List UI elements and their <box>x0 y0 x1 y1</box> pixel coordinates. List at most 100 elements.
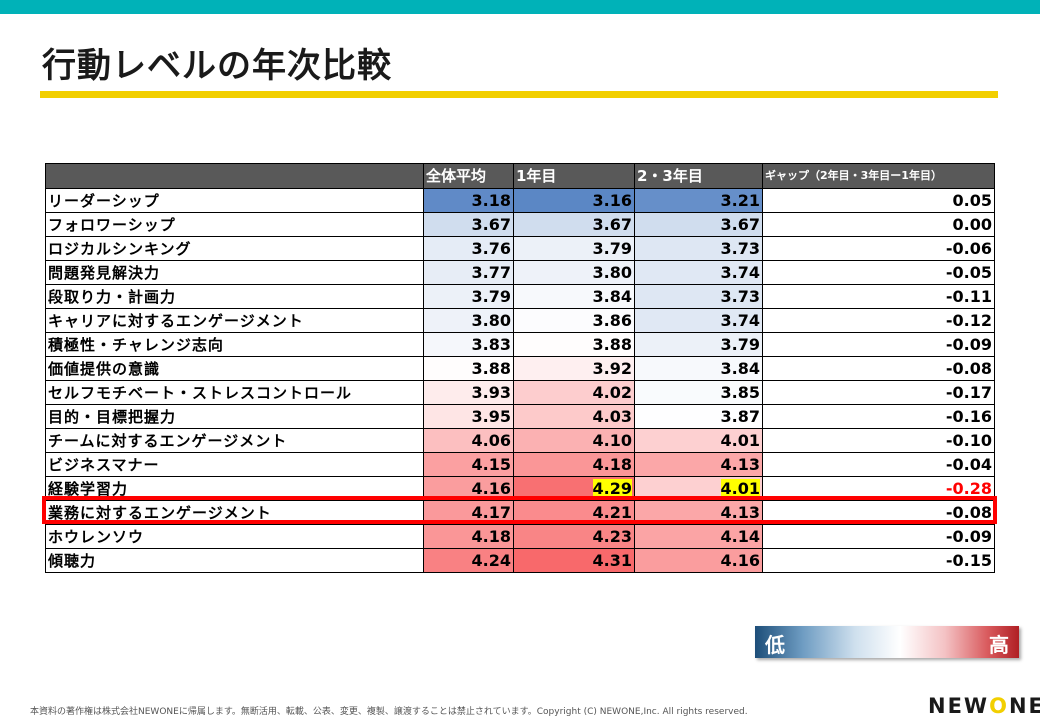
cell-overall: 4.24 <box>423 548 514 573</box>
legend-low-label: 低 <box>765 633 785 657</box>
row-label: ロジカルシンキング <box>45 236 424 261</box>
cell-gap: -0.08 <box>762 500 995 525</box>
row-label: ビジネスマナー <box>45 452 424 477</box>
cell-year23: 3.73 <box>634 284 763 309</box>
cell-overall: 3.67 <box>423 212 514 237</box>
row-label: フォロワーシップ <box>45 212 424 237</box>
row-label: 目的・目標把握力 <box>45 404 424 429</box>
cell-year1: 4.18 <box>513 452 635 477</box>
table-header-row: 全体平均 1年目 2・3年目 ギャップ（2年目・3年目ー1年目） <box>45 163 995 189</box>
legend-high-label: 高 <box>989 633 1009 657</box>
cell-gap: -0.06 <box>762 236 995 261</box>
cell-gap: -0.15 <box>762 548 995 573</box>
cell-year23: 3.73 <box>634 236 763 261</box>
table-row: セルフモチベート・ストレスコントロール 3.93 4.02 3.85 -0.17 <box>45 380 995 405</box>
cell-gap: 0.05 <box>762 188 995 213</box>
header-year1: 1年目 <box>513 163 635 189</box>
table-row: 傾聴力 4.24 4.31 4.16 -0.15 <box>45 548 995 573</box>
cell-overall: 3.93 <box>423 380 514 405</box>
cell-year23: 4.01 <box>634 476 763 501</box>
cell-year1: 4.10 <box>513 428 635 453</box>
cell-year23: 4.16 <box>634 548 763 573</box>
table-row: 業務に対するエンゲージメント 4.17 4.21 4.13 -0.08 <box>45 500 995 525</box>
cell-year1: 3.16 <box>513 188 635 213</box>
row-label: チームに対するエンゲージメント <box>45 428 424 453</box>
table-row: 目的・目標把握力 3.95 4.03 3.87 -0.16 <box>45 404 995 429</box>
table-row: ホウレンソウ 4.18 4.23 4.14 -0.09 <box>45 524 995 549</box>
highlighted-value: 4.29 <box>592 478 632 498</box>
table-row: フォロワーシップ 3.67 3.67 3.67 0.00 <box>45 212 995 237</box>
cell-overall: 4.15 <box>423 452 514 477</box>
cell-year1: 3.86 <box>513 308 635 333</box>
cell-gap: -0.09 <box>762 332 995 357</box>
row-label: 積極性・チャレンジ志向 <box>45 332 424 357</box>
highlighted-value: 4.01 <box>720 478 760 498</box>
top-accent-bar <box>0 0 1040 14</box>
table-row: 価値提供の意識 3.88 3.92 3.84 -0.08 <box>45 356 995 381</box>
copyright-footer: 本資料の著作権は株式会社NEWONEに帰属します。無断活用、転載、公表、変更、複… <box>30 707 748 717</box>
cell-overall: 3.83 <box>423 332 514 357</box>
table-row: ロジカルシンキング 3.76 3.79 3.73 -0.06 <box>45 236 995 261</box>
cell-year23: 4.01 <box>634 428 763 453</box>
cell-overall: 4.18 <box>423 524 514 549</box>
cell-overall: 3.18 <box>423 188 514 213</box>
cell-gap: -0.12 <box>762 308 995 333</box>
cell-year1: 4.21 <box>513 500 635 525</box>
cell-overall: 3.79 <box>423 284 514 309</box>
cell-year23: 3.74 <box>634 260 763 285</box>
cell-year23: 4.14 <box>634 524 763 549</box>
cell-overall: 3.77 <box>423 260 514 285</box>
cell-year23: 3.84 <box>634 356 763 381</box>
table-row: 問題発見解決力 3.77 3.80 3.74 -0.05 <box>45 260 995 285</box>
cell-year23: 4.13 <box>634 500 763 525</box>
header-gap: ギャップ（2年目・3年目ー1年目） <box>762 163 995 189</box>
cell-year1: 4.02 <box>513 380 635 405</box>
cell-overall: 4.16 <box>423 476 514 501</box>
cell-year1: 4.31 <box>513 548 635 573</box>
cell-year1: 3.92 <box>513 356 635 381</box>
row-label: 段取り力・計画力 <box>45 284 424 309</box>
newone-logo: NEWONE <box>928 694 1040 718</box>
table-row: ビジネスマナー 4.15 4.18 4.13 -0.04 <box>45 452 995 477</box>
header-overall: 全体平均 <box>423 163 514 189</box>
cell-overall: 4.17 <box>423 500 514 525</box>
cell-gap: -0.08 <box>762 356 995 381</box>
row-label: 経験学習力 <box>45 476 424 501</box>
table-row: キャリアに対するエンゲージメント 3.80 3.86 3.74 -0.12 <box>45 308 995 333</box>
cell-year23: 4.13 <box>634 452 763 477</box>
cell-gap: -0.05 <box>762 260 995 285</box>
color-scale-legend: 低 高 <box>755 626 1019 658</box>
cell-year23: 3.74 <box>634 308 763 333</box>
cell-year1: 3.67 <box>513 212 635 237</box>
row-label: ホウレンソウ <box>45 524 424 549</box>
cell-gap: -0.11 <box>762 284 995 309</box>
row-label: 業務に対するエンゲージメント <box>45 500 424 525</box>
cell-overall: 3.88 <box>423 356 514 381</box>
cell-year23: 3.67 <box>634 212 763 237</box>
cell-overall: 3.76 <box>423 236 514 261</box>
cell-gap: -0.10 <box>762 428 995 453</box>
header-year23: 2・3年目 <box>634 163 763 189</box>
cell-year1: 3.84 <box>513 284 635 309</box>
table-row: 段取り力・計画力 3.79 3.84 3.73 -0.11 <box>45 284 995 309</box>
cell-year23: 3.87 <box>634 404 763 429</box>
cell-year23: 3.21 <box>634 188 763 213</box>
row-label: キャリアに対するエンゲージメント <box>45 308 424 333</box>
cell-overall: 3.95 <box>423 404 514 429</box>
table-body: リーダーシップ 3.18 3.16 3.21 0.05 フォロワーシップ 3.67 3.67 3… <box>45 188 995 573</box>
cell-gap: -0.16 <box>762 404 995 429</box>
cell-year1: 4.03 <box>513 404 635 429</box>
header-label <box>45 163 424 189</box>
table-row: 経験学習力 4.16 4.29 4.01 -0.28 <box>45 476 995 501</box>
cell-year23: 3.85 <box>634 380 763 405</box>
page-title: 行動レベルの年次比較 <box>42 46 392 86</box>
cell-gap: -0.09 <box>762 524 995 549</box>
cell-year1: 3.80 <box>513 260 635 285</box>
cell-gap: 0.00 <box>762 212 995 237</box>
row-label: 価値提供の意識 <box>45 356 424 381</box>
table-row: 積極性・チャレンジ志向 3.83 3.88 3.79 -0.09 <box>45 332 995 357</box>
table-row: リーダーシップ 3.18 3.16 3.21 0.05 <box>45 188 995 213</box>
cell-gap: -0.28 <box>762 476 995 501</box>
row-label: リーダーシップ <box>45 188 424 213</box>
cell-overall: 3.80 <box>423 308 514 333</box>
